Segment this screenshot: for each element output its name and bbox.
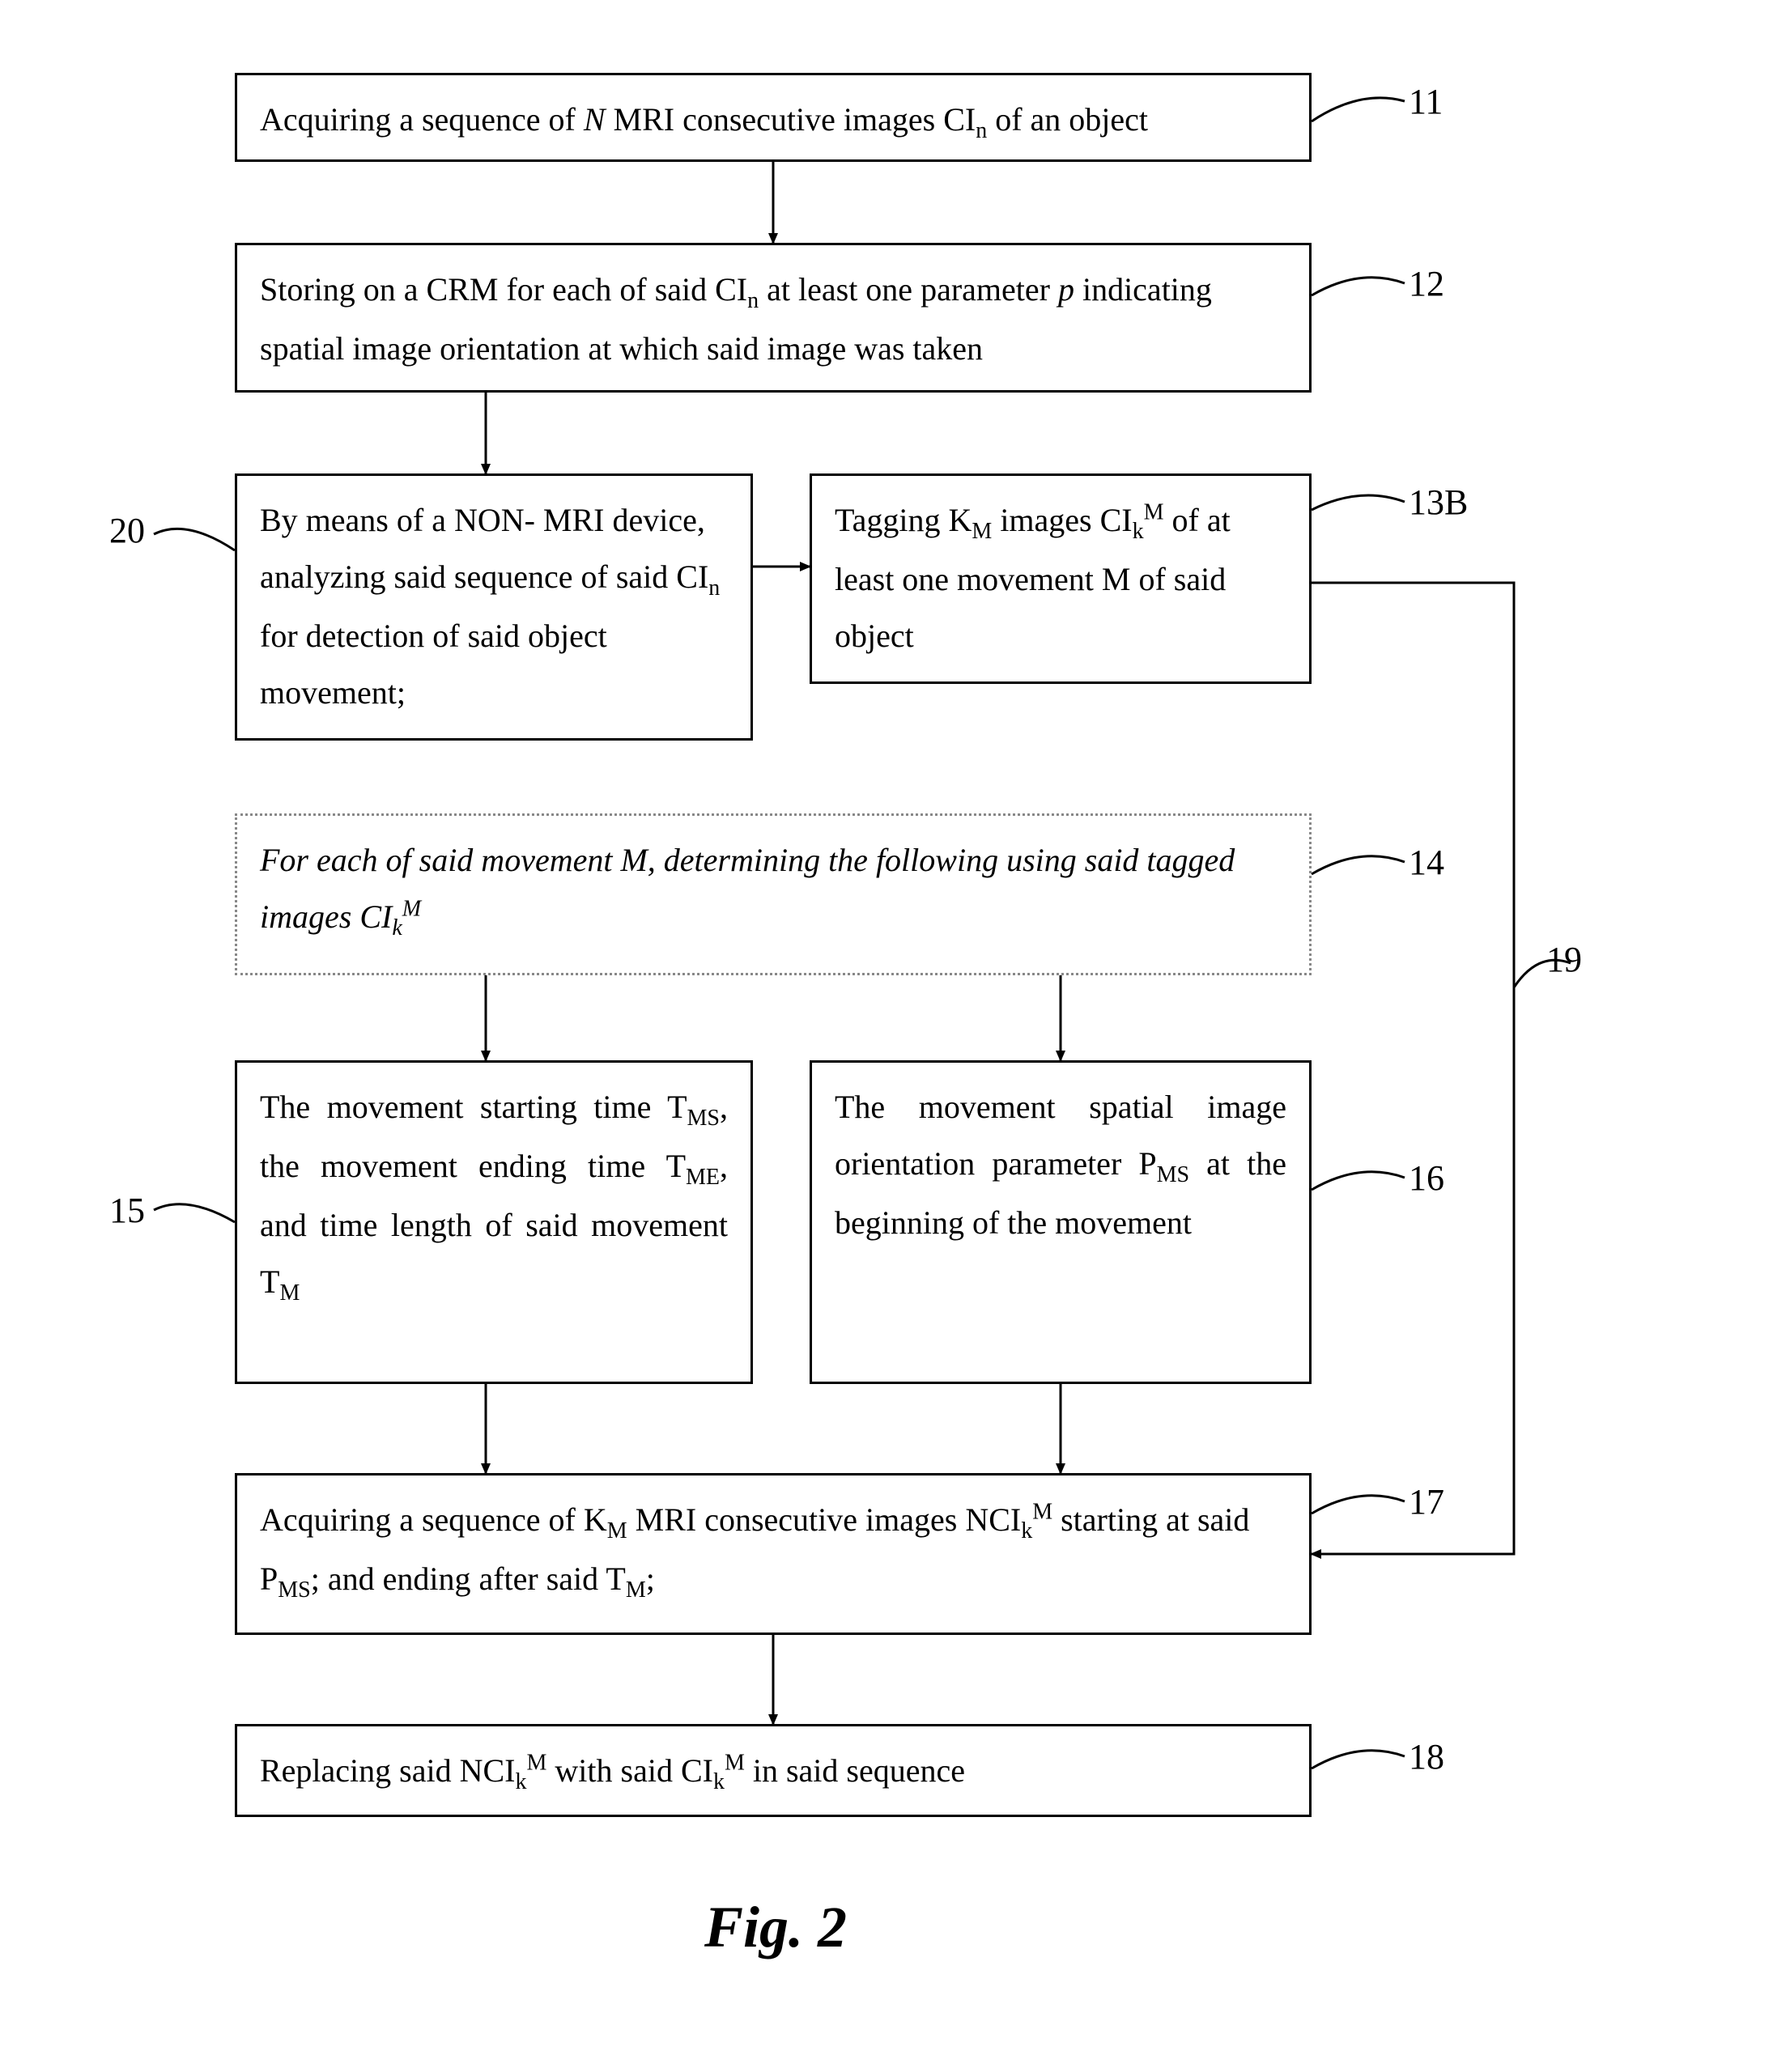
label-13B: 13B xyxy=(1409,482,1468,523)
e-19-loop xyxy=(1312,583,1514,1554)
label-16: 16 xyxy=(1409,1157,1444,1199)
label-17: 17 xyxy=(1409,1481,1444,1522)
node-11: Acquiring a sequence of N MRI consecutiv… xyxy=(235,73,1312,162)
node-13B: Tagging KM images CIkM of at least one m… xyxy=(810,473,1312,684)
node-18: Replacing said NCIkM with said CIkM in s… xyxy=(235,1724,1312,1817)
ld-12 xyxy=(1312,278,1405,295)
node-14: For each of said movement M, determining… xyxy=(235,813,1312,975)
ld-14 xyxy=(1312,856,1405,874)
label-18: 18 xyxy=(1409,1736,1444,1777)
node-16: The movement spatial image orientation p… xyxy=(810,1060,1312,1384)
ld-17 xyxy=(1312,1496,1405,1514)
ld-16 xyxy=(1312,1172,1405,1190)
figure-caption: Fig. 2 xyxy=(704,1894,847,1961)
label-12: 12 xyxy=(1409,263,1444,304)
flowchart-canvas: Acquiring a sequence of N MRI consecutiv… xyxy=(0,0,1773,2072)
ld-15 xyxy=(154,1204,235,1222)
ld-20 xyxy=(154,529,235,550)
node-17: Acquiring a sequence of KM MRI consecuti… xyxy=(235,1473,1312,1635)
label-15: 15 xyxy=(109,1190,145,1231)
node-15: The movement starting time TMS, the move… xyxy=(235,1060,753,1384)
node-12: Storing on a CRM for each of said CIn at… xyxy=(235,243,1312,393)
ld-11 xyxy=(1312,98,1405,121)
ld-18 xyxy=(1312,1751,1405,1768)
label-14: 14 xyxy=(1409,842,1444,883)
label-11: 11 xyxy=(1409,81,1443,122)
ld-13B xyxy=(1312,495,1405,510)
node-20: By means of a NON- MRI device, analyzing… xyxy=(235,473,753,741)
label-19: 19 xyxy=(1546,939,1582,980)
label-20: 20 xyxy=(109,510,145,551)
